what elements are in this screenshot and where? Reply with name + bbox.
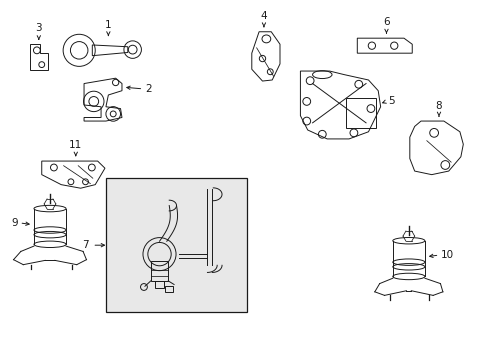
Text: 4: 4 <box>260 11 267 21</box>
Text: 5: 5 <box>387 96 394 107</box>
Text: 3: 3 <box>36 23 42 33</box>
Text: 7: 7 <box>82 240 89 250</box>
Bar <box>345 98 375 128</box>
Text: 6: 6 <box>383 18 389 27</box>
Text: 1: 1 <box>105 20 111 30</box>
Bar <box>106 178 246 312</box>
Text: 11: 11 <box>69 140 82 150</box>
Text: 8: 8 <box>435 101 442 111</box>
Text: 9: 9 <box>12 218 19 228</box>
Bar <box>165 286 172 292</box>
Text: 2: 2 <box>144 84 151 94</box>
Text: 10: 10 <box>440 250 453 260</box>
Bar <box>150 261 168 281</box>
Bar <box>154 281 164 288</box>
